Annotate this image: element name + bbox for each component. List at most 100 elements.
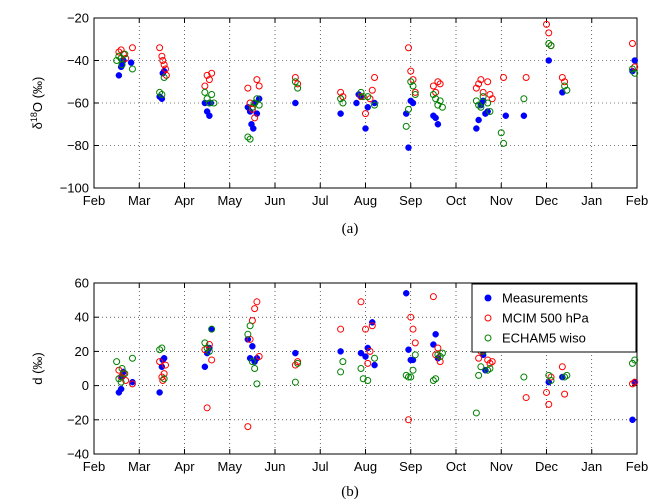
- x-tick-label: Mar: [128, 193, 151, 208]
- data-point-measurements: [249, 343, 256, 350]
- legend-marker-echam: [484, 334, 492, 342]
- x-tick-label: Nov: [490, 459, 514, 474]
- data-point-echam: [429, 376, 437, 384]
- panel-b: Feb Mar Apr May Jun Jul Aug Sep Oct Nov Dec Jan Feb−…: [30, 276, 648, 475]
- data-point-mcim: [475, 354, 483, 362]
- data-point-echam: [113, 358, 121, 366]
- data-point-mcim: [479, 88, 487, 96]
- data-point-measurements: [545, 57, 553, 64]
- series-mcim: [115, 20, 639, 122]
- data-point-echam: [436, 97, 444, 105]
- data-point-echam: [409, 366, 417, 374]
- y-tick-label: 40: [75, 310, 89, 325]
- data-point-measurements: [475, 116, 482, 124]
- data-point-echam: [547, 376, 555, 384]
- x-tick-label: May: [217, 459, 242, 474]
- data-point-echam: [357, 365, 365, 372]
- data-point-mcim: [432, 351, 440, 359]
- y-axis-label: d (‰): [30, 352, 45, 385]
- data-point-mcim: [158, 52, 166, 60]
- data-point-mcim: [472, 84, 480, 92]
- data-point-mcim: [251, 305, 259, 313]
- data-point-echam: [407, 78, 415, 86]
- data-point-mcim: [436, 358, 444, 366]
- data-point-echam: [364, 93, 372, 101]
- data-point-echam: [486, 365, 494, 372]
- data-point-echam: [113, 57, 121, 64]
- data-point-mcim: [291, 74, 299, 81]
- y-tick-label: −80: [67, 138, 89, 153]
- data-point-mcim: [547, 373, 555, 381]
- data-point-mcim: [407, 313, 415, 321]
- data-point-mcim: [364, 359, 372, 367]
- data-point-echam: [294, 359, 302, 367]
- data-point-echam: [158, 344, 166, 352]
- data-point-echam: [371, 354, 379, 362]
- data-point-echam: [520, 95, 528, 103]
- data-point-mcim: [486, 359, 494, 367]
- data-point-measurements: [337, 110, 344, 117]
- data-point-mcim: [156, 44, 164, 52]
- data-point-mcim: [128, 380, 136, 388]
- data-point-measurements: [371, 361, 378, 369]
- x-tick-label: Feb: [83, 193, 105, 208]
- data-point-measurements: [292, 99, 299, 107]
- data-point-echam: [115, 52, 123, 60]
- data-point-mcim: [248, 105, 256, 113]
- data-point-mcim: [407, 67, 415, 75]
- legend-box: [471, 283, 637, 353]
- data-point-echam: [246, 135, 254, 143]
- data-point-measurements: [160, 354, 168, 362]
- data-point-mcim: [255, 353, 263, 361]
- data-point-echam: [563, 86, 571, 94]
- data-point-mcim: [371, 74, 379, 81]
- x-tick-label: May: [217, 193, 242, 208]
- data-point-mcim: [558, 363, 566, 371]
- y-tick-label: 20: [75, 344, 89, 359]
- y-tick-label: 0: [82, 378, 89, 393]
- data-point-mcim: [159, 376, 167, 384]
- data-point-echam: [561, 373, 569, 381]
- data-point-echam: [477, 363, 485, 371]
- data-point-echam: [402, 122, 410, 130]
- data-point-mcim: [244, 84, 252, 92]
- data-point-mcim: [411, 339, 419, 347]
- data-point-echam: [545, 40, 553, 47]
- data-point-measurements: [520, 112, 528, 119]
- data-point-mcim: [631, 378, 639, 386]
- data-point-mcim: [128, 44, 136, 52]
- data-point-echam: [547, 42, 555, 50]
- data-point-measurements: [430, 341, 437, 348]
- data-point-echam: [484, 366, 492, 374]
- data-point-echam: [337, 95, 345, 103]
- data-point-echam: [563, 371, 571, 379]
- data-point-echam: [339, 99, 347, 107]
- data-point-measurements: [250, 125, 257, 132]
- data-point-measurements: [432, 331, 439, 338]
- x-tick-label: Dec: [535, 193, 559, 208]
- data-point-mcim: [434, 344, 442, 352]
- y-tick-label: −40: [67, 447, 89, 462]
- data-point-mcim: [156, 358, 164, 366]
- data-point-mcim: [486, 91, 494, 98]
- data-point-echam: [429, 91, 437, 98]
- data-point-echam: [432, 95, 440, 103]
- data-point-mcim: [411, 88, 419, 96]
- data-point-mcim: [404, 44, 412, 52]
- data-point-mcim: [203, 404, 211, 412]
- data-point-measurements: [244, 336, 252, 343]
- data-point-mcim: [122, 376, 130, 384]
- data-point-echam: [246, 322, 254, 330]
- x-tick-label: Jan: [581, 459, 602, 474]
- data-point-mcim: [628, 40, 636, 47]
- data-point-echam: [359, 375, 367, 383]
- data-point-echam: [291, 78, 299, 86]
- data-point-echam: [477, 103, 485, 111]
- x-tick-label: Aug: [354, 193, 377, 208]
- data-point-mcim: [366, 347, 374, 355]
- data-point-echam: [337, 368, 345, 376]
- data-point-echam: [253, 95, 261, 103]
- data-point-echam: [411, 91, 419, 98]
- data-point-mcim: [522, 394, 530, 402]
